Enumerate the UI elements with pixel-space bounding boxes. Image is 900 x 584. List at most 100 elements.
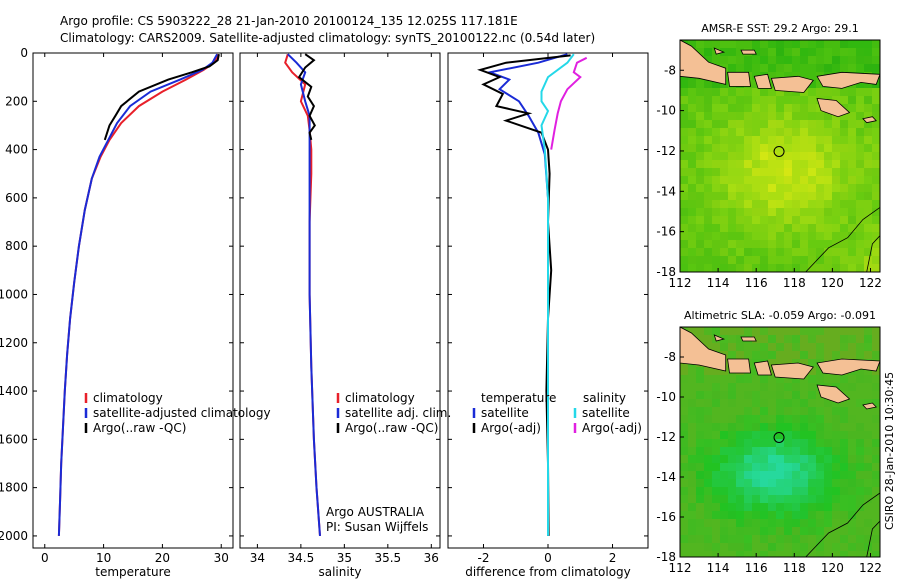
map-cell: [744, 415, 752, 423]
map-cell: [784, 200, 792, 208]
map-cell: [848, 511, 856, 519]
map-cell: [728, 168, 736, 176]
map-cell: [808, 543, 816, 551]
map-cell: [824, 176, 832, 184]
map-cell: [736, 455, 744, 463]
map-cell: [752, 455, 760, 463]
map-cell: [808, 40, 816, 48]
map-cell: [776, 479, 784, 487]
map-cell: [768, 40, 776, 48]
map-cell: [808, 487, 816, 495]
map-cell: [848, 519, 856, 527]
map-cell: [736, 535, 744, 543]
map-cell: [744, 375, 752, 383]
map-cell: [824, 439, 832, 447]
map-cell: [792, 128, 800, 136]
map-cell: [808, 415, 816, 423]
map-cell: [864, 511, 872, 519]
map-cell: [720, 455, 728, 463]
map-cell: [808, 391, 816, 399]
map-cell: [848, 471, 856, 479]
map-cell: [856, 112, 864, 120]
map-cell: [752, 535, 760, 543]
map-cell: [776, 407, 784, 415]
map-cell: [816, 168, 824, 176]
annotation-pi: PI: Susan Wijffels: [326, 520, 428, 534]
map-cell: [776, 375, 784, 383]
map-cell: [752, 56, 760, 64]
map-cell: [728, 463, 736, 471]
map-cell: [736, 399, 744, 407]
map-cell: [824, 40, 832, 48]
map-cell: [872, 128, 880, 136]
map-cell: [680, 391, 688, 399]
map-cell: [688, 391, 696, 399]
map-cell: [696, 112, 704, 120]
map-cell: [784, 511, 792, 519]
map-cell: [744, 343, 752, 351]
map-cell: [808, 503, 816, 511]
land-island: [770, 75, 814, 93]
map-cell: [816, 48, 824, 56]
map-cell: [680, 208, 688, 216]
legend-item: climatology: [345, 391, 415, 405]
map-cell: [776, 248, 784, 256]
map-cell: [736, 415, 744, 423]
map-cell: [736, 112, 744, 120]
map-cell: [712, 144, 720, 152]
map-cell: [840, 519, 848, 527]
map-cell: [872, 256, 880, 264]
map-cell: [840, 168, 848, 176]
map-cell: [736, 335, 744, 343]
map-cell: [704, 248, 712, 256]
map-cell: [832, 399, 840, 407]
map-cell: [872, 88, 880, 96]
map-cell: [800, 232, 808, 240]
map-cell: [816, 192, 824, 200]
map-cell: [760, 487, 768, 495]
map-cell: [768, 423, 776, 431]
map-cell: [704, 335, 712, 343]
map-cell: [840, 56, 848, 64]
map-cell: [856, 479, 864, 487]
map-cell: [744, 495, 752, 503]
map-cell: [872, 551, 880, 557]
map-cell: [800, 359, 808, 367]
map-cell: [720, 415, 728, 423]
map-cell: [680, 176, 688, 184]
x-tick-label: 10: [96, 551, 111, 565]
map-cell: [704, 200, 712, 208]
map-cell: [720, 104, 728, 112]
map-cell: [760, 511, 768, 519]
map-cell: [752, 375, 760, 383]
map-cell: [848, 192, 856, 200]
map-cell: [768, 160, 776, 168]
map-cell: [848, 88, 856, 96]
map-cell: [832, 479, 840, 487]
map-cell: [744, 152, 752, 160]
map-cell: [680, 455, 688, 463]
map-cell: [840, 48, 848, 56]
map-cell: [832, 343, 840, 351]
map-cell: [688, 248, 696, 256]
map-cell: [816, 511, 824, 519]
map-cell: [872, 208, 880, 216]
map-cell: [792, 136, 800, 144]
map-cell: [760, 128, 768, 136]
map-cell: [784, 479, 792, 487]
map-cell: [856, 439, 864, 447]
map-cell: [776, 56, 784, 64]
map-cell: [816, 447, 824, 455]
map-cell: [856, 495, 864, 503]
map-cell: [688, 527, 696, 535]
map-cell: [752, 192, 760, 200]
land-island: [753, 73, 772, 89]
map-cell: [832, 327, 840, 335]
map-cell: [752, 48, 760, 56]
map-cell: [720, 439, 728, 447]
land-island: [740, 49, 757, 55]
map-cell: [736, 224, 744, 232]
map-cell: [848, 415, 856, 423]
map-cell: [840, 64, 848, 72]
